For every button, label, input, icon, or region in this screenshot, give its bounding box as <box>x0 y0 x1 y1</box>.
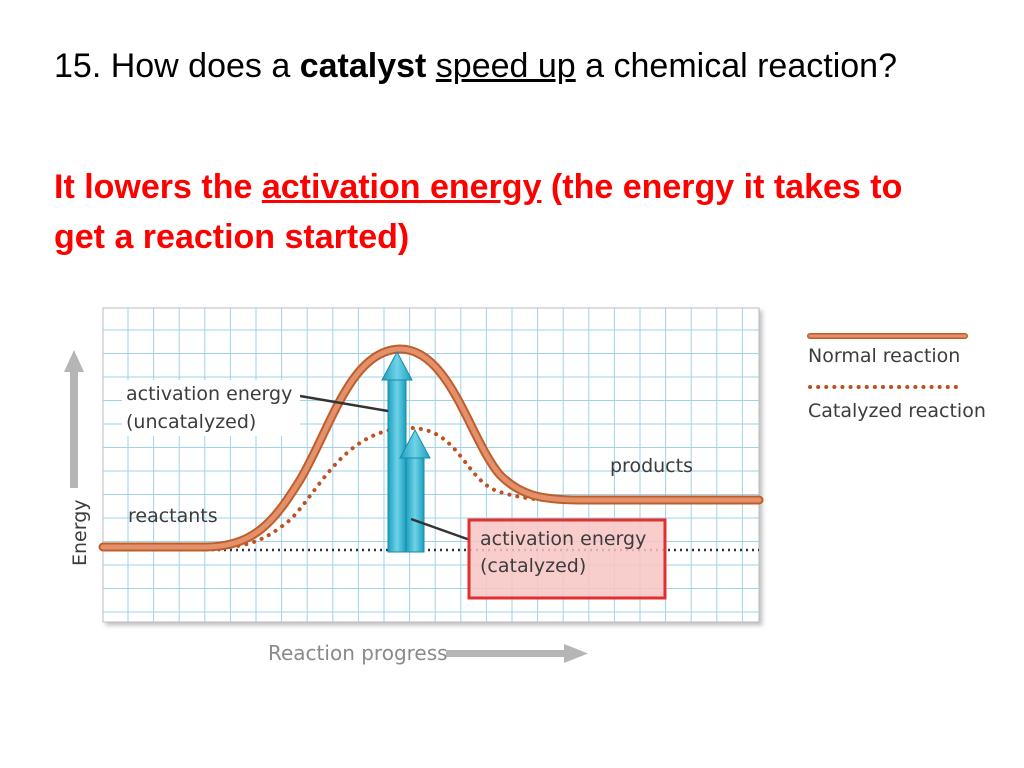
x-axis-arrow <box>446 644 588 663</box>
reactants-label: reactants <box>128 505 218 527</box>
catalyzed-label-line2: (catalyzed) <box>480 555 586 577</box>
catalyzed-highlight-box <box>467 518 667 600</box>
uncatalyzed-label-line1: activation energy <box>126 383 292 405</box>
y-axis-label: Energy <box>69 499 91 566</box>
question-bold-term: catalyst <box>299 47 427 85</box>
uncatalyzed-leader-line <box>299 394 389 413</box>
x-axis-label: Reaction progress <box>268 641 448 665</box>
question-text: 15. How does a catalyst speed up a chemi… <box>54 44 954 89</box>
uncatalyzed-label-line2: (uncatalyzed) <box>126 411 256 433</box>
uncatalyzed-label-bg <box>122 380 300 436</box>
answer-prefix: It lowers the <box>54 168 262 206</box>
catalyzed-label-line1: activation energy <box>480 528 646 550</box>
legend-normal-label: Normal reaction <box>808 345 960 367</box>
question-suffix: a chemical reaction? <box>575 47 897 85</box>
answer-underlined-term: activation energy <box>261 168 542 206</box>
catalyzed-reaction-curve <box>204 425 602 550</box>
catalyzed-leader-line <box>410 517 471 542</box>
answer-text: It lowers the activation energy (the ene… <box>54 162 954 262</box>
grid <box>103 308 759 622</box>
y-axis-arrow <box>64 350 84 488</box>
legend: Normal reaction Catalyzed reaction <box>807 333 986 422</box>
question-underlined-term: speed up <box>435 47 576 85</box>
legend-catalyzed-label: Catalyzed reaction <box>808 400 986 422</box>
products-label: products <box>610 455 693 477</box>
answer-suffix: (the energy it takes to get a reaction s… <box>54 168 903 256</box>
catalyzed-activation-arrow <box>399 428 431 553</box>
normal-reaction-curve <box>100 346 762 550</box>
question-prefix: 15. How does a <box>54 47 300 85</box>
